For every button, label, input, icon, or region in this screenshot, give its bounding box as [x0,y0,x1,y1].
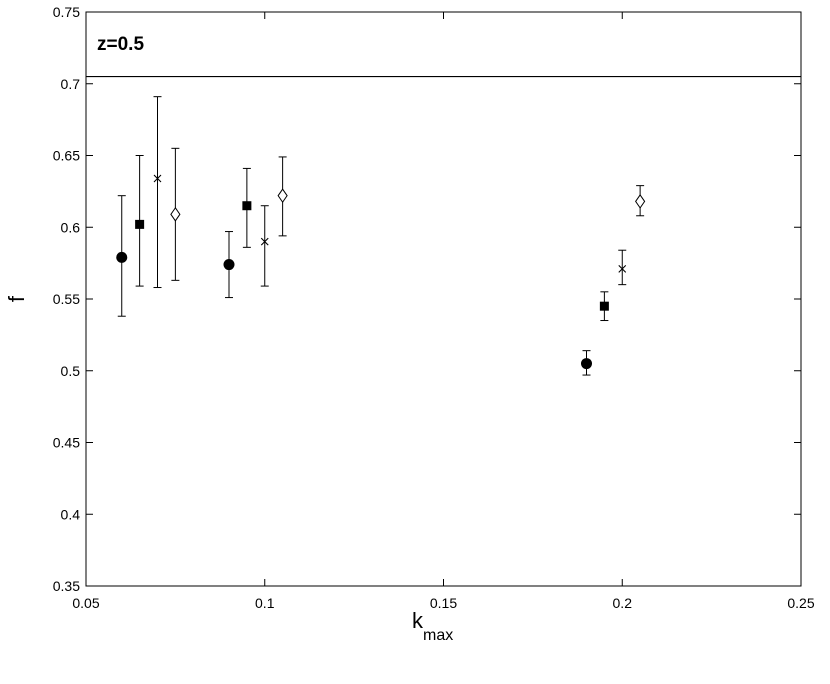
x-tick-label: 0.1 [255,595,275,611]
data-point [635,185,646,217]
x-tick-label: 0.2 [613,595,633,611]
cross-marker [153,174,162,183]
x-axis-label-main: k [412,608,424,633]
y-axis-label: f [4,295,29,302]
square-marker [135,219,145,229]
square-marker [599,301,609,311]
y-tick-label: 0.55 [53,291,80,307]
data-point [153,96,162,289]
circle-marker [223,259,235,271]
y-tick-label: 0.5 [61,363,81,379]
axis-ticks: 0.05 0.1 0.15 0.2 0.25 0.35 0.4 0.45 0.5 0.55 0.6 0… [53,4,815,611]
x-tick-label: 0.05 [72,595,99,611]
y-tick-label: 0.65 [53,148,80,164]
y-tick-label: 0.6 [61,219,81,235]
x-axis-label: kmax [412,608,453,644]
diamond-marker [170,206,181,222]
data-point [223,231,235,299]
data-point [170,147,181,281]
data-point [618,249,627,286]
square-marker [242,201,252,211]
y-tick-label: 0.35 [53,578,80,594]
y-tick-label: 0.4 [61,506,81,522]
x-axis-label-subscript: max [423,627,453,644]
data-point [599,291,609,322]
circle-marker [116,251,128,263]
annotation-label: z=0.5 [97,34,144,55]
cross-marker [260,237,269,246]
data-marks [116,96,646,376]
circle-marker [581,358,592,370]
x-tick-label: 0.25 [787,595,814,611]
y-tick-label: 0.45 [53,435,80,451]
data-point [135,155,145,287]
data-point [116,195,128,317]
x-tick-label: 0.15 [430,595,457,611]
data-point [260,205,269,287]
plot-area-frame [85,11,802,587]
y-tick-label: 0.7 [61,76,81,92]
diamond-marker [277,188,288,204]
y-tick-label: 0.75 [53,4,80,20]
diamond-marker [635,194,646,209]
cross-marker [618,264,627,273]
data-point [277,156,288,237]
data-point [242,167,252,248]
data-point [581,350,592,376]
